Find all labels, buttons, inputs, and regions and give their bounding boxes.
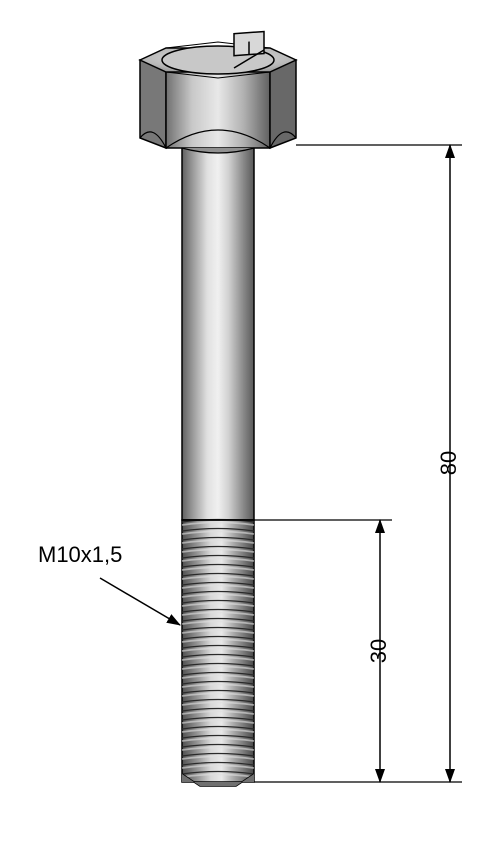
thread-length-label: 30 xyxy=(366,639,392,663)
bolt-hex-head xyxy=(140,32,296,153)
thread-spec-label: M10x1,5 xyxy=(38,542,122,568)
thread-spec-leader xyxy=(100,578,180,625)
bolt-diagram-container: 80 30 M10x1,5 xyxy=(0,0,500,847)
bolt-shank-smooth xyxy=(182,145,254,520)
dimension-total-length xyxy=(254,145,462,782)
bolt-svg xyxy=(0,0,500,847)
total-length-label: 80 xyxy=(436,451,462,475)
